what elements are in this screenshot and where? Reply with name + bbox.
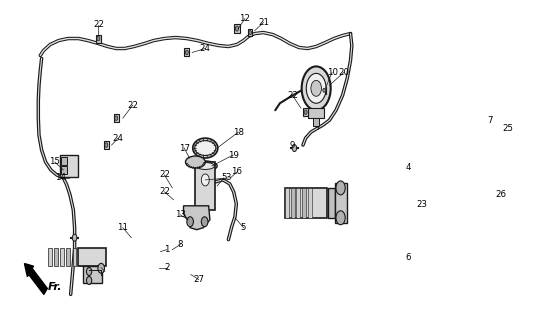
Ellipse shape <box>193 161 217 171</box>
Text: 3: 3 <box>226 173 231 182</box>
Circle shape <box>98 263 105 273</box>
Text: 22: 22 <box>127 101 138 110</box>
Circle shape <box>304 110 307 115</box>
Text: 19: 19 <box>227 150 239 160</box>
Text: 21: 21 <box>258 18 269 27</box>
Text: 12: 12 <box>239 14 251 23</box>
Bar <box>66 248 70 266</box>
Bar <box>322 87 326 94</box>
Bar <box>48 248 52 266</box>
Text: 14: 14 <box>55 173 65 182</box>
Circle shape <box>235 26 239 31</box>
Bar <box>184 49 190 56</box>
Bar <box>60 157 67 165</box>
Bar <box>104 141 109 149</box>
Circle shape <box>366 203 374 215</box>
Bar <box>60 248 64 266</box>
Circle shape <box>86 268 92 276</box>
Circle shape <box>336 181 345 195</box>
Text: 4: 4 <box>406 164 411 172</box>
Text: 9: 9 <box>290 140 295 149</box>
Circle shape <box>201 174 210 186</box>
Bar <box>285 188 289 218</box>
Text: 5: 5 <box>241 223 246 232</box>
Text: 5: 5 <box>221 173 227 182</box>
Text: 1: 1 <box>164 245 170 254</box>
Text: 10: 10 <box>327 68 338 77</box>
Bar <box>60 166 67 174</box>
Bar <box>291 188 295 218</box>
Circle shape <box>105 143 108 147</box>
Bar <box>79 248 83 266</box>
Circle shape <box>199 170 212 190</box>
Text: 20: 20 <box>339 68 349 77</box>
Circle shape <box>97 36 100 41</box>
Circle shape <box>185 50 188 55</box>
Circle shape <box>364 242 368 248</box>
Bar <box>285 188 327 218</box>
Text: 15: 15 <box>49 157 60 166</box>
Circle shape <box>311 80 321 96</box>
Bar <box>72 248 77 266</box>
Circle shape <box>114 116 118 120</box>
Bar <box>360 193 380 225</box>
Text: 22: 22 <box>159 188 170 196</box>
Circle shape <box>86 276 92 284</box>
FancyArrow shape <box>24 264 48 294</box>
Circle shape <box>292 145 296 152</box>
Text: 8: 8 <box>178 240 183 249</box>
Text: 22: 22 <box>93 20 104 29</box>
Bar <box>113 114 119 122</box>
Bar <box>96 35 101 43</box>
Circle shape <box>363 175 368 183</box>
Text: 16: 16 <box>232 167 242 176</box>
Circle shape <box>249 31 252 35</box>
Text: 6: 6 <box>406 253 411 262</box>
Text: 26: 26 <box>496 190 507 199</box>
Text: 24: 24 <box>200 44 211 53</box>
Text: 22: 22 <box>287 91 298 100</box>
Circle shape <box>363 198 377 220</box>
Bar <box>78 248 106 266</box>
Text: 7: 7 <box>488 116 493 125</box>
Bar <box>248 29 253 36</box>
Bar <box>303 108 308 116</box>
Ellipse shape <box>186 156 205 168</box>
Bar <box>328 188 335 218</box>
Text: Fr.: Fr. <box>48 283 63 292</box>
Text: 11: 11 <box>117 223 129 232</box>
Ellipse shape <box>193 138 218 158</box>
Text: 18: 18 <box>233 128 244 137</box>
Bar <box>308 108 324 118</box>
Text: 13: 13 <box>175 210 186 219</box>
Bar <box>335 183 347 223</box>
Bar <box>302 188 306 218</box>
Text: 22: 22 <box>159 171 170 180</box>
Text: 27: 27 <box>193 275 204 284</box>
Ellipse shape <box>196 163 214 170</box>
Bar <box>59 155 78 177</box>
Text: 2: 2 <box>164 263 170 272</box>
Bar <box>296 188 300 218</box>
Circle shape <box>336 211 345 225</box>
Bar <box>234 24 240 33</box>
Text: 23: 23 <box>416 200 427 209</box>
Circle shape <box>323 88 326 92</box>
Circle shape <box>72 234 77 241</box>
Text: 24: 24 <box>113 133 124 143</box>
Bar <box>313 118 320 126</box>
Bar <box>195 162 215 210</box>
Ellipse shape <box>195 140 216 156</box>
Bar <box>308 188 312 218</box>
Bar <box>55 248 58 266</box>
Text: 17: 17 <box>179 144 190 153</box>
Text: 25: 25 <box>502 124 513 132</box>
Circle shape <box>187 217 193 227</box>
Circle shape <box>201 217 208 227</box>
Circle shape <box>306 73 326 103</box>
Polygon shape <box>184 206 210 230</box>
Circle shape <box>302 67 330 110</box>
Bar <box>83 266 102 284</box>
